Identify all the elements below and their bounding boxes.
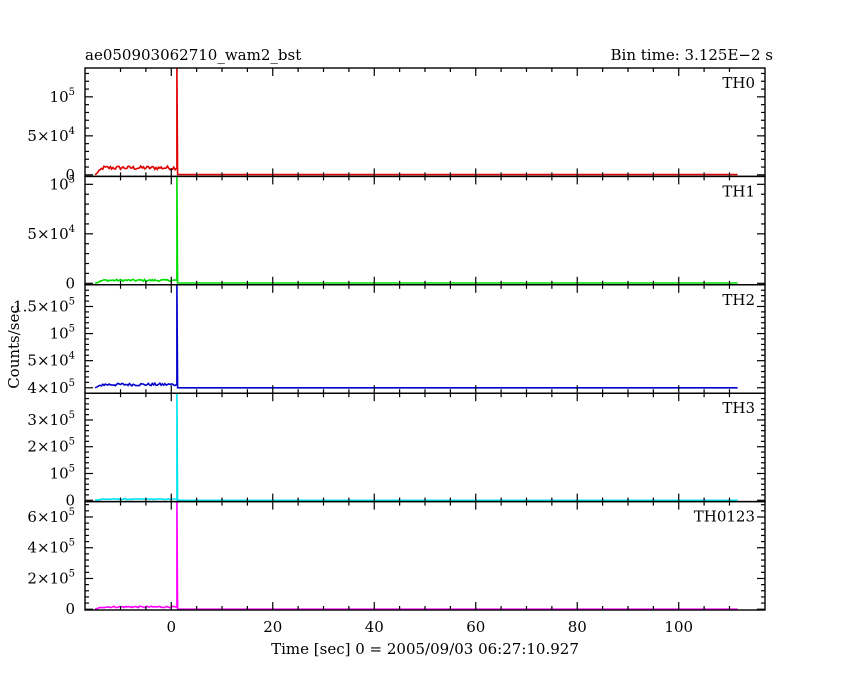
x-tick-label: 100 (664, 618, 693, 636)
y-tick-label-th2: 105 (50, 324, 75, 343)
y-tick-label-th1: 5×104 (27, 224, 75, 243)
y-tick-label-th0123: 4×105 (27, 538, 75, 557)
x-tick-label: 80 (568, 618, 587, 636)
series-line-th1 (94, 176, 738, 285)
panel-label-th1: TH1 (722, 182, 755, 200)
x-tick-label: 40 (365, 618, 384, 636)
y-tick-label-th3: 0 (65, 491, 75, 509)
panel-frame-th1 (84, 175, 766, 286)
panel-frame-th0 (84, 67, 766, 178)
series-line-th2 (94, 284, 738, 389)
y-tick-label-th2: 1.5×105 (13, 296, 75, 315)
series-line-th3 (94, 393, 738, 502)
panels-group: TH0 0 5×104 105 TH1 0 5×104 105 TH2 4×105 5×104 105… (13, 67, 766, 636)
y-tick-label-th1: 0 (65, 274, 75, 292)
y-tick-label-th0: 105 (50, 87, 75, 106)
y-tick-label-th3: 2×105 (27, 437, 75, 456)
file-label: ae050903062710_wam2_bst (85, 46, 301, 64)
x-tick-label: 60 (466, 618, 485, 636)
y-tick-label-th0: 0 (65, 166, 75, 184)
y-tick-label-th0123: 0 (65, 600, 75, 618)
y-tick-label-th1: 105 (50, 174, 75, 193)
panel-frame-th3 (84, 392, 766, 503)
series-line-th0123 (94, 501, 738, 610)
bin-time-label: Bin time: 3.125E−2 s (611, 46, 773, 64)
panel-label-th0123: TH0123 (694, 508, 755, 526)
y-tick-label-th0123: 2×105 (27, 568, 75, 587)
y-tick-label-th2: 5×104 (27, 351, 75, 370)
y-tick-label-th0123: 6×105 (27, 507, 75, 526)
x-tick-label: 20 (263, 618, 282, 636)
y-tick-label-th2: 4×105 (27, 378, 75, 397)
x-tick-label: 0 (166, 618, 176, 636)
panel-label-th3: TH3 (722, 399, 755, 417)
y-tick-label-th0: 5×104 (27, 126, 75, 145)
series-line-th0 (94, 67, 738, 176)
y-tick-label-th3: 105 (50, 463, 75, 482)
panel-frame-th0123 (84, 500, 766, 611)
panel-label-th0: TH0 (722, 74, 755, 92)
x-axis-label: Time [sec] 0 = 2005/09/03 06:27:10.927 (271, 640, 579, 658)
y-tick-label-th3: 3×105 (27, 410, 75, 429)
panel-frame-th2 (84, 284, 766, 394)
panel-label-th2: TH2 (722, 291, 755, 309)
y-axis-label: Counts/sec (5, 305, 23, 389)
